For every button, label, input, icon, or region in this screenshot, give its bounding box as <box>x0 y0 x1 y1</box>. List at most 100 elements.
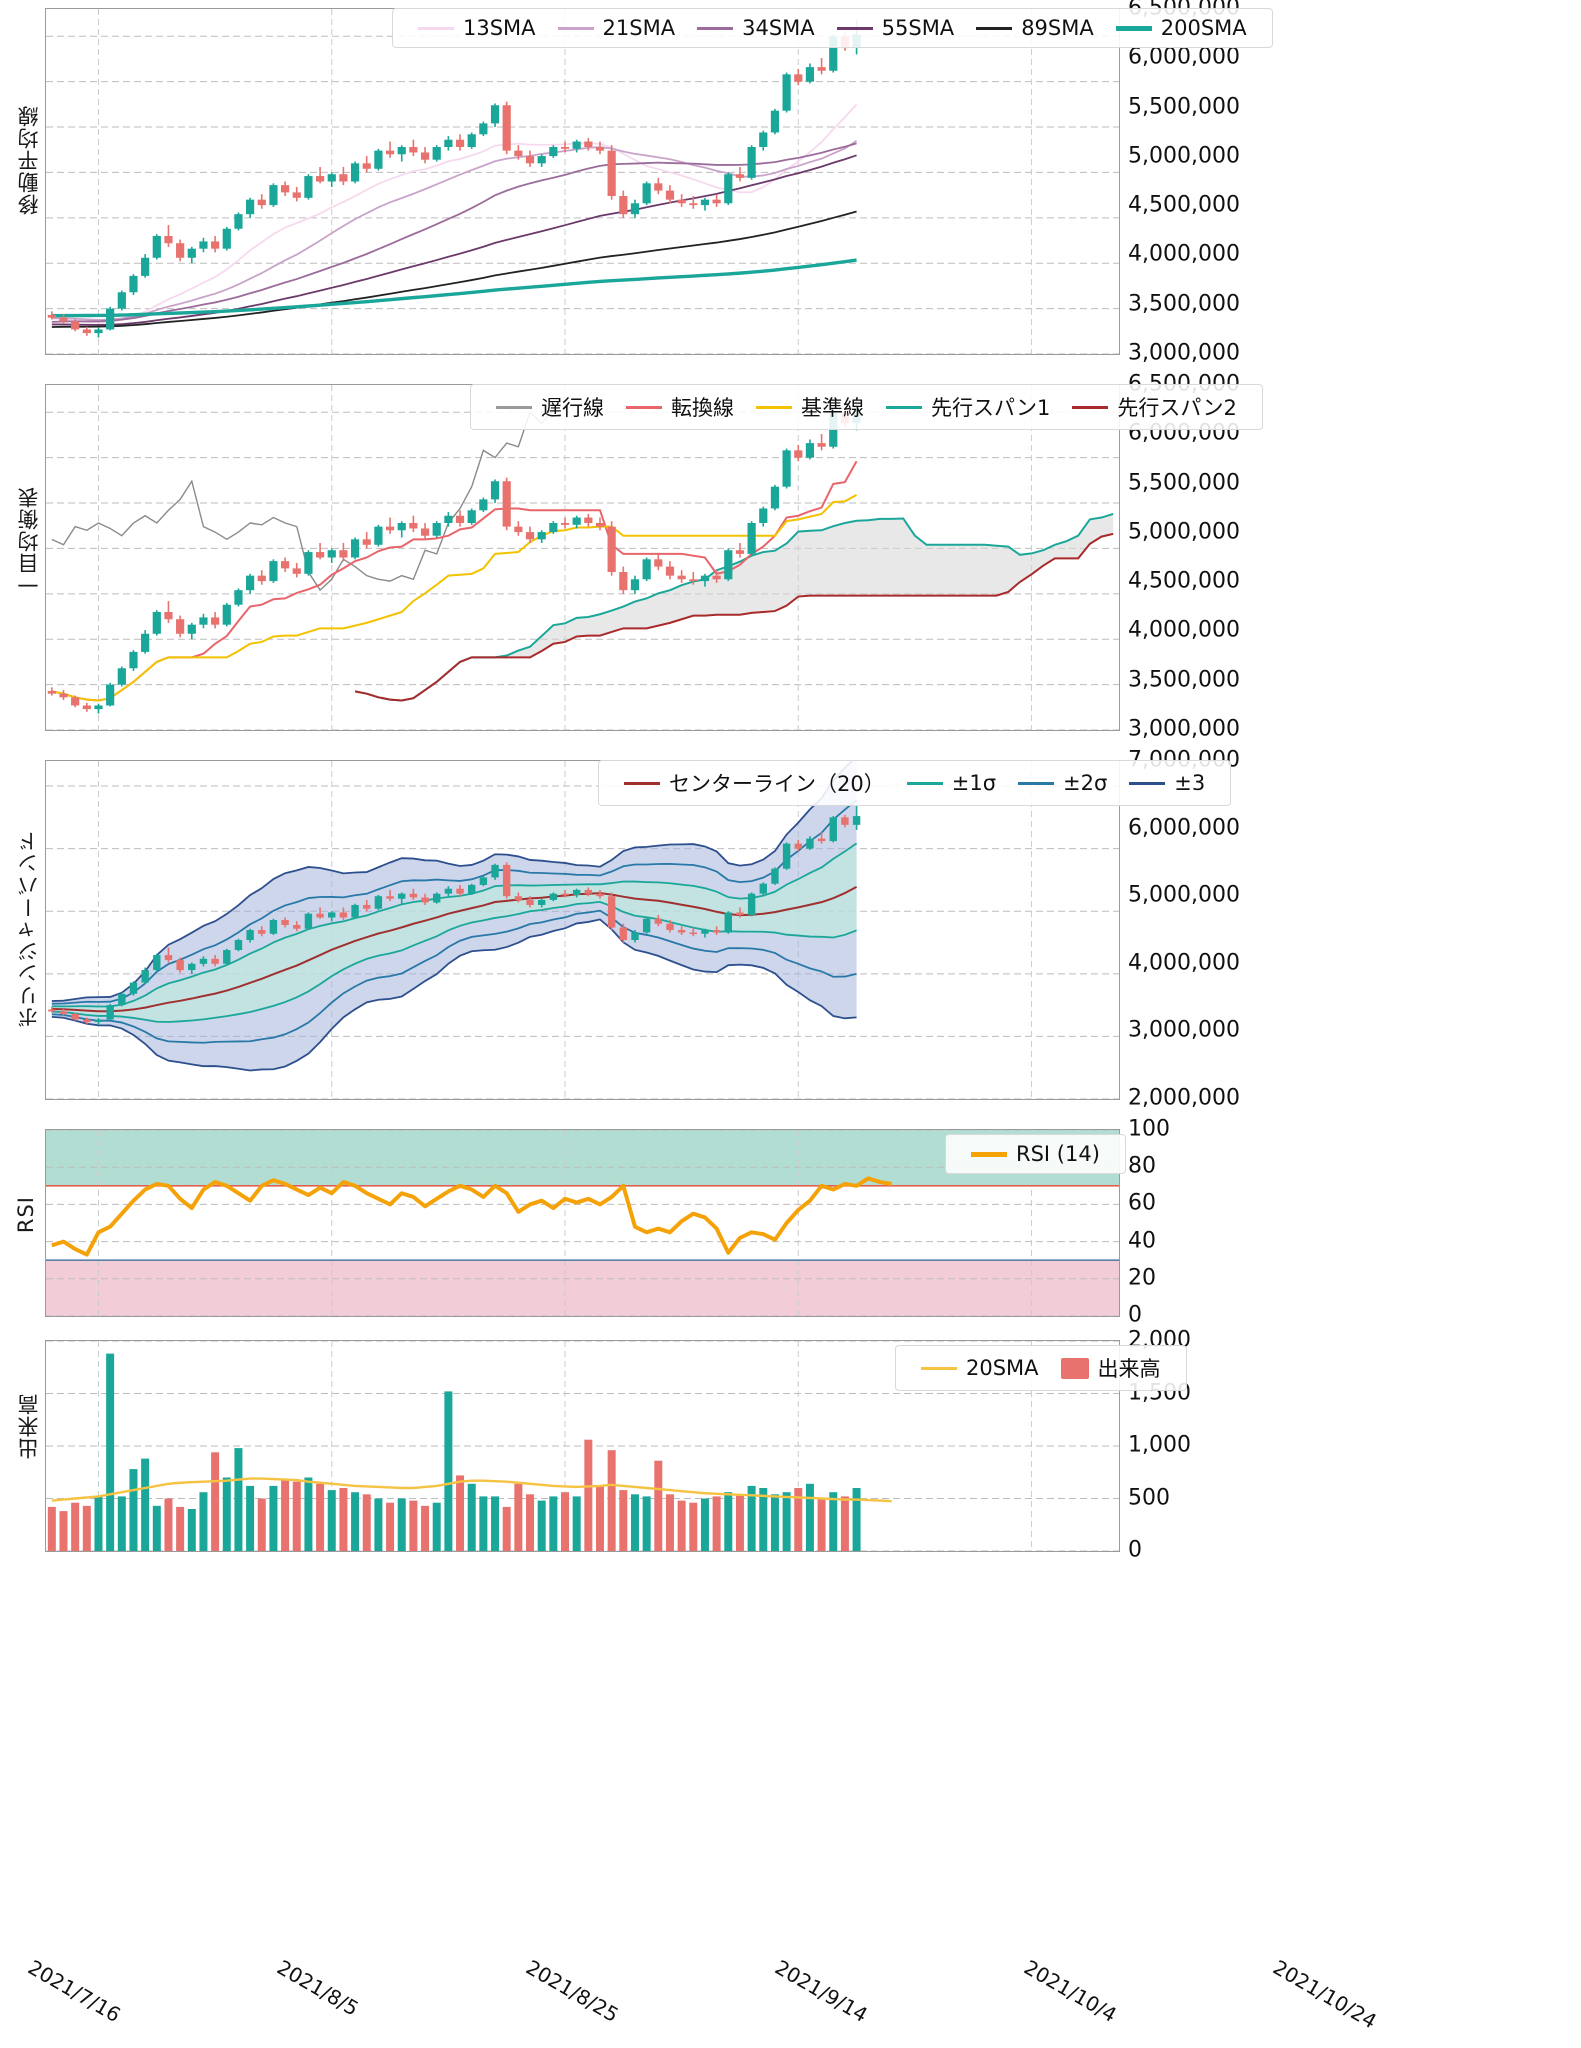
axis-title-rsi: RSI <box>14 1196 38 1234</box>
line-swatch-icon <box>624 781 660 785</box>
y-axis-tick-label: 4,500,000 <box>1128 568 1240 594</box>
legend-item-volume-bars[interactable]: 出来高 <box>1050 1353 1172 1383</box>
legend-volume: 20SMA 出来高 <box>895 1345 1187 1391</box>
y-axis-tick-label: 5,000,000 <box>1128 143 1240 169</box>
line-swatch-icon <box>697 26 734 30</box>
line-swatch-icon <box>886 405 922 409</box>
legend-item-55sma[interactable]: 55SMA <box>826 16 966 40</box>
legend-item-chikou[interactable]: 遅行線 <box>485 392 615 422</box>
legend-item-kijun[interactable]: 基準線 <box>745 392 875 422</box>
y-axis-tick-label: 60 <box>1128 1190 1156 1216</box>
y-axis-tick-label: 5,000,000 <box>1128 882 1240 908</box>
legend-label: 55SMA <box>881 16 955 40</box>
legend-label: 200SMA <box>1160 16 1247 40</box>
panel-moving-average: 移動平均線 13SMA 21SMA 34SMA 55SMA 89SMA 200S… <box>0 0 1581 370</box>
legend-label: ±3 <box>1174 771 1206 795</box>
plot-area-rsi[interactable] <box>45 1129 1120 1317</box>
y-axis-tick-label: 4,000,000 <box>1128 617 1240 643</box>
y-axis-tick-label: 4,500,000 <box>1128 192 1240 218</box>
legend-label: センターライン（20） <box>669 772 885 796</box>
legend-rsi: RSI (14) <box>945 1134 1126 1174</box>
x-axis-tick-label: 2021/8/25 <box>522 1955 623 2028</box>
y-axis-tick-label: 3,500,000 <box>1128 291 1240 317</box>
y-axis-tick-label: 6,000,000 <box>1128 44 1240 70</box>
line-swatch-icon <box>976 26 1013 30</box>
bollinger-svg <box>46 761 1119 1099</box>
legend-item-center-line[interactable]: センターライン（20） <box>613 768 896 798</box>
x-axis-tick-label: 2021/10/24 <box>1269 1955 1381 2034</box>
axis-title-moving-average: 移動平均線 <box>17 105 41 215</box>
legend-item-21sma[interactable]: 21SMA <box>547 16 687 40</box>
legend-label: 21SMA <box>602 16 676 40</box>
y-axis-tick-label: 20 <box>1128 1265 1156 1291</box>
panel-ichimoku: 一目均衡表 遅行線 転換線 基準線 先行スパン1 先行スパン2 6,500,00… <box>0 372 1581 746</box>
y-axis-tick-label: 1,000 <box>1128 1432 1191 1458</box>
y-axis-rsi: 100 80 60 40 20 0 <box>1128 1117 1268 1328</box>
plot-area-ichimoku[interactable] <box>45 384 1120 731</box>
legend-item-34sma[interactable]: 34SMA <box>686 16 826 40</box>
y-axis-tick-label: 40 <box>1128 1228 1156 1254</box>
legend-item-sigma-2[interactable]: ±2σ <box>1007 771 1118 795</box>
x-axis-tick-label: 2021/7/16 <box>24 1955 125 2028</box>
legend-label: 13SMA <box>463 16 536 40</box>
legend-item-rsi-14[interactable]: RSI (14) <box>960 1142 1111 1166</box>
plot-area-bollinger[interactable] <box>45 760 1120 1100</box>
y-axis-tick-label: 5,500,000 <box>1128 94 1240 120</box>
legend-item-tenkan[interactable]: 転換線 <box>615 392 745 422</box>
y-axis-tick-label: 3,000,000 <box>1128 716 1240 742</box>
y-axis-tick-label: 6,000,000 <box>1128 815 1240 841</box>
y-axis-tick-label: 100 <box>1128 1116 1170 1142</box>
legend-bollinger: センターライン（20） ±1σ ±2σ ±3 <box>598 760 1232 806</box>
legend-item-senkou-span-1[interactable]: 先行スパン1 <box>875 392 1061 422</box>
legend-label: RSI (14) <box>1016 1142 1100 1166</box>
line-swatch-icon <box>906 781 943 785</box>
legend-label: 基準線 <box>801 396 864 420</box>
y-axis-tick-label: 3,000,000 <box>1128 340 1240 366</box>
x-axis-tick-label: 2021/8/5 <box>273 1955 363 2021</box>
legend-item-89sma[interactable]: 89SMA <box>965 16 1105 40</box>
y-axis-tick-label: 4,000,000 <box>1128 241 1240 267</box>
line-swatch-icon <box>971 1151 1007 1157</box>
y-axis-tick-label: 3,000,000 <box>1128 1017 1240 1043</box>
line-swatch-icon <box>1072 405 1109 409</box>
legend-label: 34SMA <box>742 16 815 40</box>
legend-item-volume-20sma[interactable]: 20SMA <box>910 1356 1050 1380</box>
x-axis-tick-label: 2021/10/4 <box>1020 1955 1121 2028</box>
line-swatch-icon <box>756 405 792 409</box>
plot-area-moving-average[interactable] <box>45 8 1120 355</box>
x-axis-tick-label: 2021/9/14 <box>771 1955 872 2028</box>
y-axis-volume: 2,000 1,500 1,000 500 0 <box>1128 1328 1268 1563</box>
axis-title-ichimoku: 一目均衡表 <box>17 486 41 596</box>
legend-label: 転換線 <box>671 396 734 420</box>
plot-area-volume[interactable] <box>45 1340 1120 1552</box>
legend-item-sigma-1[interactable]: ±1σ <box>896 771 1007 795</box>
ichimoku-svg <box>46 385 1119 730</box>
y-axis-tick-label: 2,000,000 <box>1128 1085 1240 1111</box>
legend-label: 先行スパン2 <box>1117 396 1237 420</box>
legend-moving-average: 13SMA 21SMA 34SMA 55SMA 89SMA 200SMA <box>392 8 1273 48</box>
y-axis-tick-label: 0 <box>1128 1302 1142 1328</box>
y-axis-tick-label: 0 <box>1128 1537 1142 1563</box>
line-swatch-icon <box>836 26 873 30</box>
legend-label: ±1σ <box>951 771 997 795</box>
line-swatch-icon <box>418 26 454 30</box>
legend-label: 20SMA <box>966 1356 1039 1380</box>
panel-rsi: RSI RSI (14) 100 80 60 40 20 0 <box>0 1117 1581 1329</box>
line-swatch-icon <box>1018 781 1055 785</box>
y-axis-tick-label: 4,000,000 <box>1128 950 1240 976</box>
line-swatch-icon <box>921 1366 957 1370</box>
y-axis-tick-label: 5,500,000 <box>1128 470 1240 496</box>
axis-title-volume: 出来高 <box>17 1393 41 1459</box>
axis-title-bollinger: ボリンジャーバンド <box>17 830 41 1028</box>
legend-item-sigma-3[interactable]: ±3 <box>1118 771 1216 795</box>
legend-item-13sma[interactable]: 13SMA <box>407 16 547 40</box>
line-swatch-icon <box>1115 25 1152 31</box>
panel-volume: 出来高 20SMA 出来高 2,000 1,500 1,000 500 0 <box>0 1328 1581 1563</box>
legend-label: ±2σ <box>1063 771 1108 795</box>
line-swatch-icon <box>626 405 662 409</box>
bar-swatch-icon <box>1060 1357 1089 1379</box>
legend-item-senkou-span-2[interactable]: 先行スパン2 <box>1061 392 1247 422</box>
legend-item-200sma[interactable]: 200SMA <box>1105 16 1258 40</box>
legend-label: 89SMA <box>1021 16 1094 40</box>
